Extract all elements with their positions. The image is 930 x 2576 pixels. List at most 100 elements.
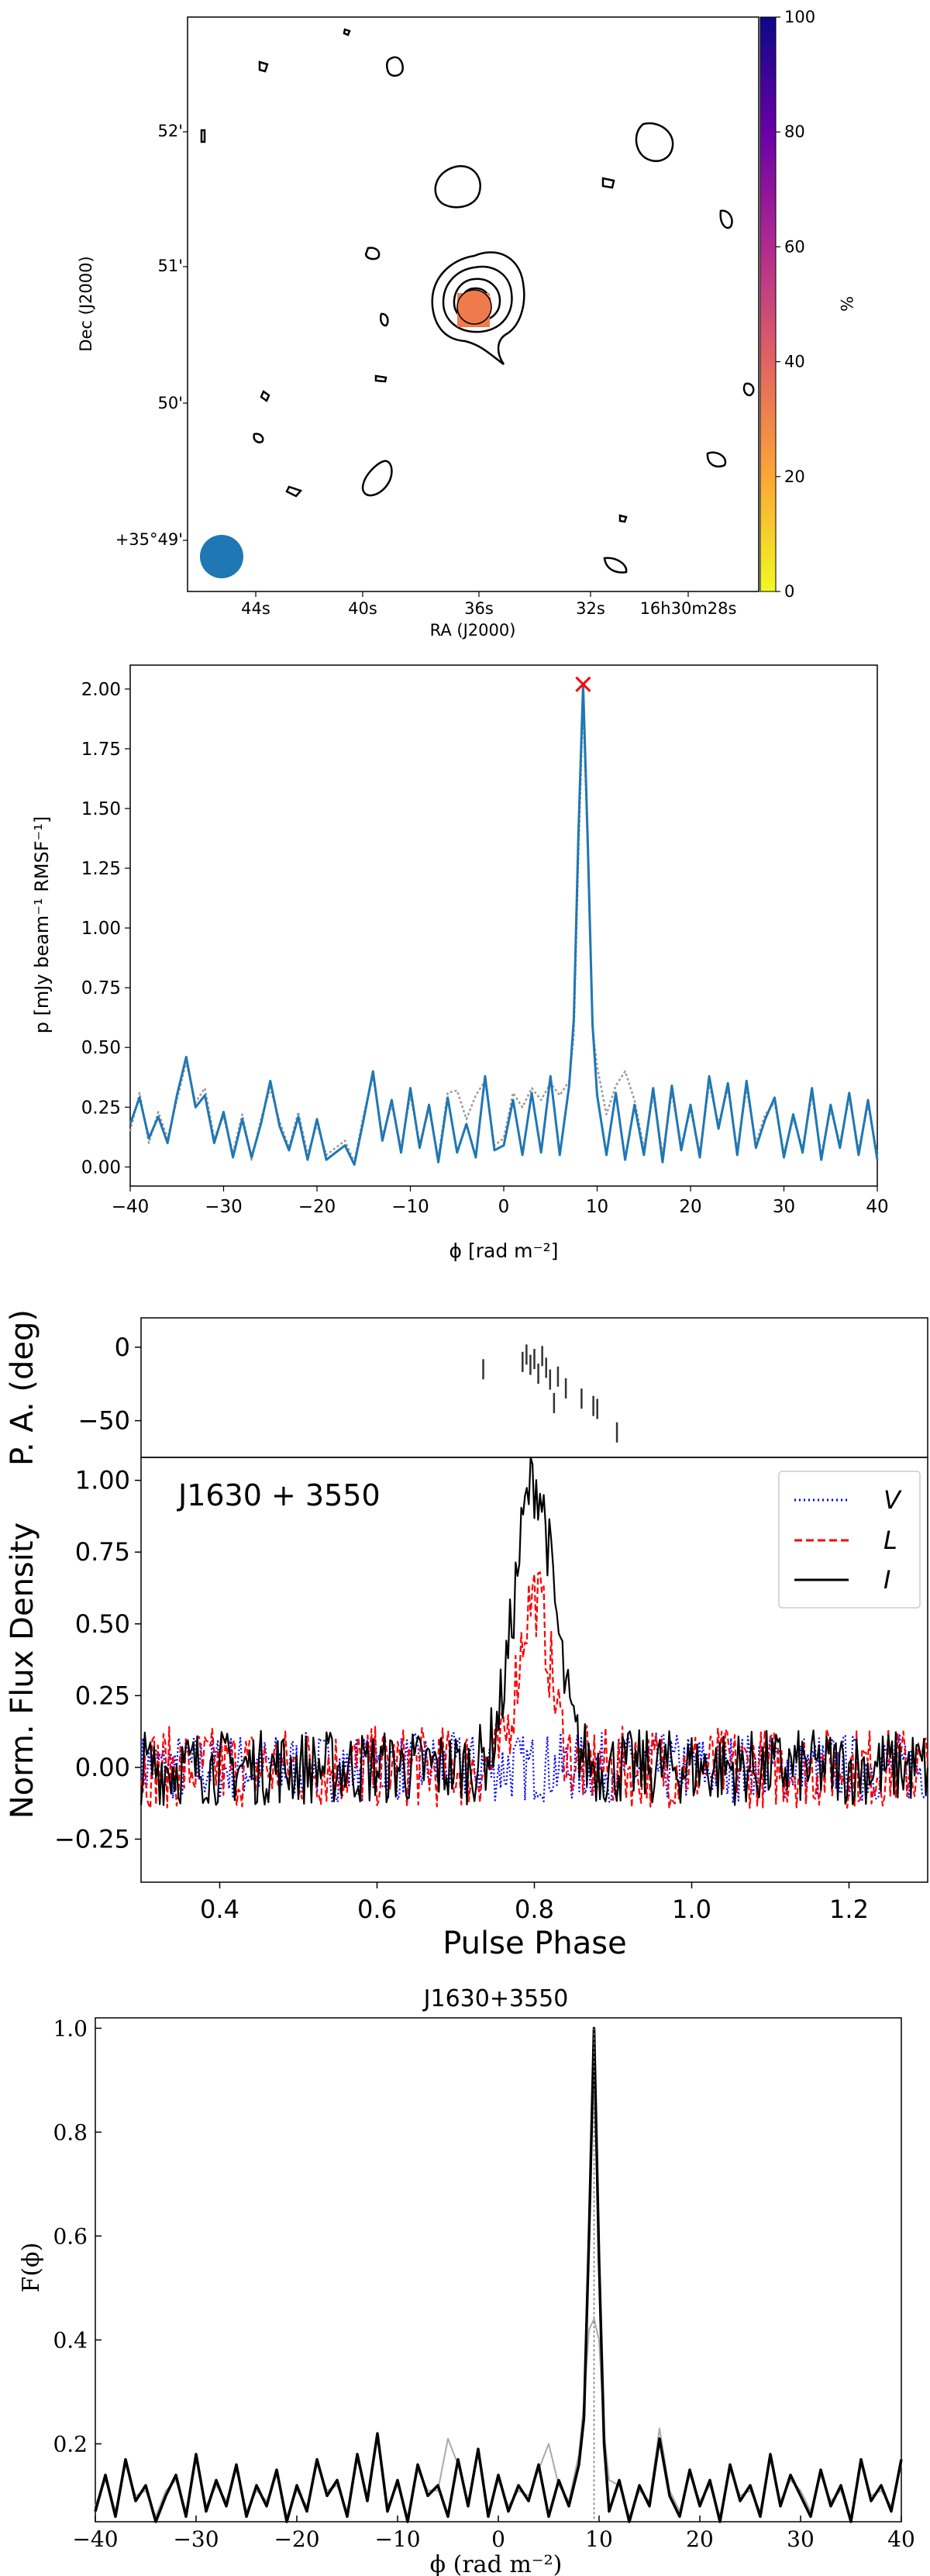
x-tick-label: 36s [464,599,494,618]
y-tick-label: 0.2 [53,2431,88,2457]
colorbar-tick-label: 80 [784,122,805,141]
y-tick-label: −0.25 [54,1824,130,1854]
y-tick-label: 0.00 [81,1157,121,1178]
y-tick-label: 0.6 [53,2223,88,2249]
legend-label-v: V [884,1485,902,1515]
y-tick-label: 2.00 [81,680,121,700]
colorbar-tick-label: 60 [784,237,805,256]
x-tick-label: 10 [586,1197,608,1217]
y-tick-label: 0.25 [75,1681,130,1710]
x-tick-label: −30 [205,1197,243,1217]
x-axis-label: ϕ (rad m⁻²) [430,2551,563,2576]
x-tick-label: 0.8 [515,1895,554,1924]
y-tick-label: 1.50 [81,799,121,819]
x-tick-label: −20 [274,2526,319,2552]
x-tick-label: −40 [112,1197,150,1217]
y-tick-label: 0.00 [75,1753,130,1782]
series-lines [129,683,879,1166]
rm-spectrum-panel: J1630+3550 −40 −30 −20 −10 0 10 20 30 40 0.2 0.4 0.… [18,1985,915,2576]
x-ticks: −40 −30 −20 −10 0 10 20 30 40 [112,1186,889,1217]
x-tick-label: 32s [576,599,605,618]
legend-label-i: I [884,1565,890,1595]
faraday-spectrum-panel: −40 −30 −20 −10 0 10 20 30 40 0.00 0.25 0.50 0.75 1.… [31,664,889,1262]
x-tick-label: 20 [679,1197,701,1217]
colorbar-tick-label: 40 [784,353,805,371]
x-tick-label: 20 [686,2526,714,2552]
y-tick-marks [183,131,188,541]
legend-box [778,1471,921,1609]
axis-ticks: −40 −30 −20 −10 0 10 20 30 40 0.2 0.4 0.6 0.8 1.0 [53,2016,914,2552]
y-tick-label: 0.50 [75,1609,130,1639]
colorbar-tick-label: 20 [784,467,805,486]
x-tick-label: 40 [887,2526,915,2552]
x-tick-label: 16h30m28s [640,599,737,618]
y-tick-label: +35°49' [115,530,183,549]
profile-series [140,1456,929,1809]
y-ticks: 0.00 0.25 0.50 0.75 1.00 1.25 1.50 1.75 2.00 [81,680,130,1178]
axis-ticks: 0.4 0.6 0.8 1.0 1.2 −0.25 0.00 0.25 0.50 0.75 1.00… [54,1333,869,1924]
polarized-source [456,289,492,327]
x-tick-label: −10 [391,1197,429,1217]
x-axis-label: RA (J2000) [430,621,516,640]
y-tick-label: 51' [158,257,184,275]
pa-tick-label: 0 [115,1333,130,1362]
y-tick-label: 0.8 [53,2119,88,2145]
x-tick-label: −10 [374,2526,420,2552]
x-tick-label: 1.0 [672,1895,711,1924]
peak-marker-stroke [575,676,591,692]
source-annotation: J1630 + 3550 [177,1478,381,1512]
x-tick-label: 40 [866,1197,888,1217]
polarization-image-panel: 44s 40s 36s 32s 16h30m28s RA (J2000) 52'… [77,8,856,640]
y-tick-label: 0.25 [81,1098,121,1118]
pulse-profile-panel: 0.4 0.6 0.8 1.0 1.2 −0.25 0.00 0.25 0.50 0.75 1.00… [5,1309,929,1961]
x-tick-label: 40s [348,599,377,618]
x-tick-label: 44s [241,599,270,618]
x-tick-label: 0 [498,1197,510,1217]
series-lines [94,2026,903,2523]
y-tick-label: 0.75 [81,978,121,998]
y-tick-label: 0.75 [75,1537,130,1567]
source-pixel-core [456,289,492,325]
legend-label-l: L [884,1526,897,1555]
pa-axis-label: P. A. (deg) [5,1309,40,1466]
y-axis-label: Norm. Flux Density [5,1522,40,1819]
colorbar-label: % [837,296,856,312]
y-tick-label: 1.75 [81,740,121,760]
x-tick-label: 30 [787,2526,815,2552]
x-tick-label: 30 [773,1197,795,1217]
x-tick-labels: 44s 40s 36s 32s 16h30m28s [241,599,736,618]
beam-ellipse [200,535,243,578]
y-axis-label: Dec (J2000) [77,256,95,351]
x-tick-label: 10 [585,2526,613,2552]
x-tick-label: 1.2 [829,1895,869,1924]
i-series-line [140,1456,929,1806]
y-tick-label: 0.4 [53,2327,88,2353]
rm-spectrum-line [94,2026,903,2523]
x-tick-label: 0 [491,2526,505,2552]
peak-marker [575,676,591,692]
colorbar [760,16,777,592]
y-tick-label: 52' [158,122,184,140]
y-axis-label: F(ϕ) [18,2243,45,2293]
colorbar-tick-label: 100 [784,8,815,26]
solid-series-line [129,683,879,1166]
y-tick-label: 50' [158,394,184,412]
y-tick-label: 1.00 [81,919,121,939]
x-axis-label: Pulse Phase [443,1926,626,1961]
colorbar-tick-label: 0 [784,582,794,601]
y-tick-label: 1.25 [81,859,121,879]
legend: V L I [778,1471,921,1609]
chart-title: J1630+3550 [422,1985,569,2012]
y-tick-label: 0.50 [81,1038,121,1058]
l-series-line [140,1571,929,1809]
pa-tick-label: −50 [78,1406,130,1436]
y-tick-label: 1.0 [53,2016,88,2041]
y-axis-label: p [mJy beam⁻¹ RMSF⁻¹] [31,816,53,1034]
x-tick-label: −20 [298,1197,336,1217]
x-tick-label: 0.6 [357,1895,397,1924]
colorbar-ticks: 0 20 40 60 80 100 [776,8,815,601]
x-tick-label: −30 [173,2526,219,2552]
x-tick-label: 0.4 [200,1895,239,1924]
x-tick-marks [255,591,689,597]
